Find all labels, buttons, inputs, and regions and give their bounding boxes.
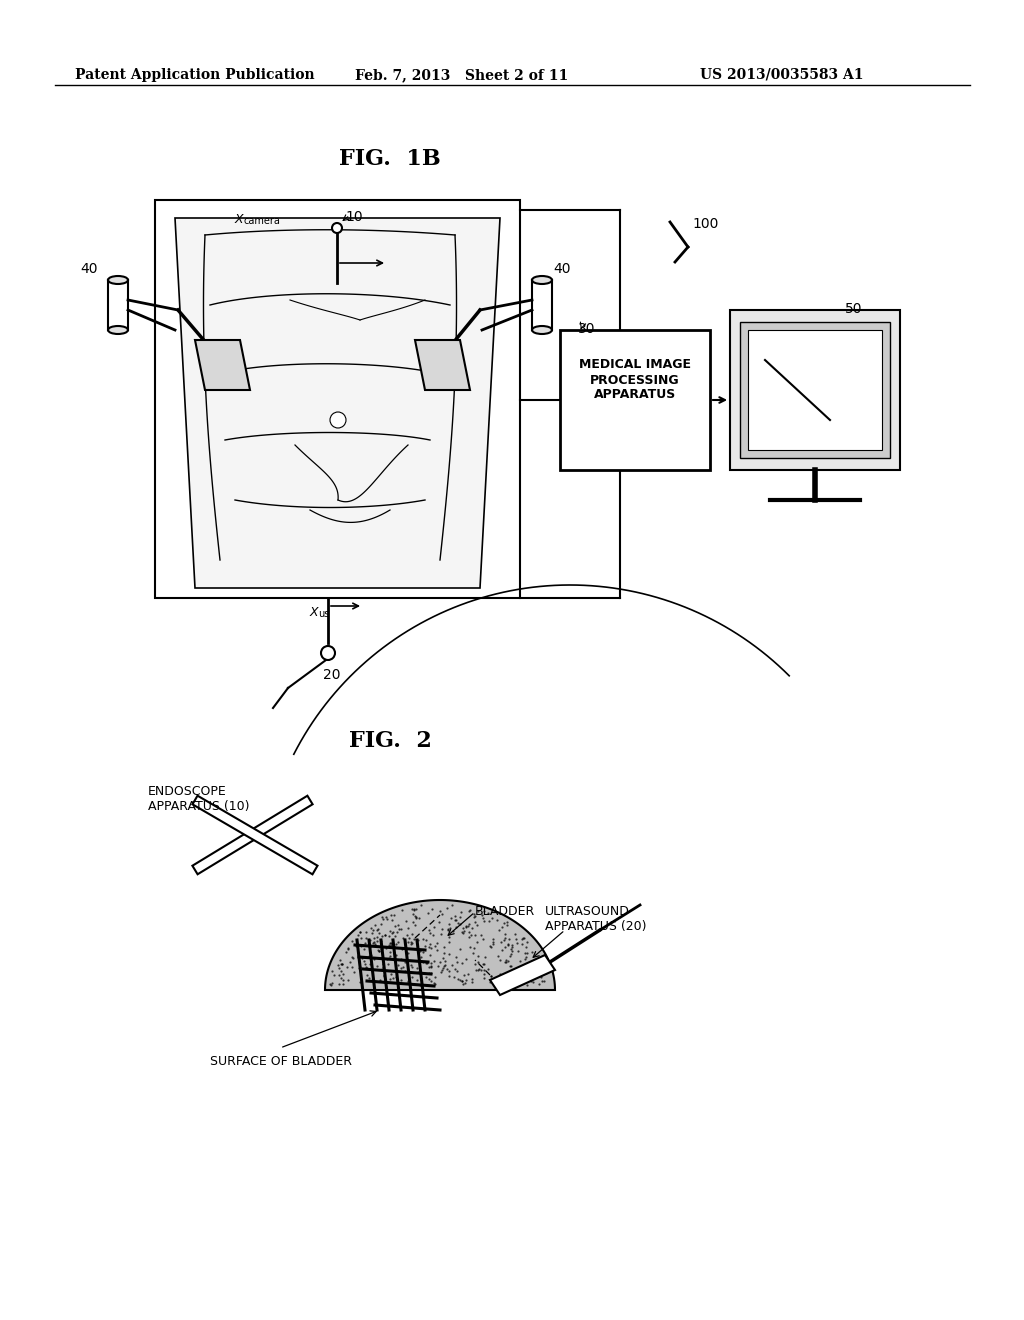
Text: ULTRASOUND
APPARATUS (20): ULTRASOUND APPARATUS (20)	[545, 906, 646, 933]
Text: US 2013/0035583 A1: US 2013/0035583 A1	[700, 69, 863, 82]
Circle shape	[321, 645, 335, 660]
Text: 40: 40	[80, 261, 97, 276]
Text: 20: 20	[323, 668, 341, 682]
Polygon shape	[490, 954, 555, 995]
Text: ENDOSCOPE
APPARATUS (10): ENDOSCOPE APPARATUS (10)	[148, 785, 250, 813]
Circle shape	[330, 412, 346, 428]
Ellipse shape	[108, 326, 128, 334]
Text: 10: 10	[345, 210, 362, 224]
Polygon shape	[748, 330, 882, 450]
Ellipse shape	[532, 276, 552, 284]
Text: BLADDER: BLADDER	[475, 906, 536, 917]
Polygon shape	[740, 322, 890, 458]
Polygon shape	[325, 900, 555, 990]
Polygon shape	[155, 201, 520, 598]
Text: FIG.  1B: FIG. 1B	[339, 148, 441, 170]
Text: X: X	[234, 213, 244, 226]
Text: Feb. 7, 2013   Sheet 2 of 11: Feb. 7, 2013 Sheet 2 of 11	[355, 69, 568, 82]
Ellipse shape	[108, 276, 128, 284]
Text: 100: 100	[692, 216, 719, 231]
Polygon shape	[415, 341, 470, 389]
Text: Patent Application Publication: Patent Application Publication	[75, 69, 314, 82]
Text: MEDICAL IMAGE
PROCESSING
APPARATUS: MEDICAL IMAGE PROCESSING APPARATUS	[579, 359, 691, 401]
Text: SURFACE OF BLADDER: SURFACE OF BLADDER	[210, 1055, 352, 1068]
Polygon shape	[560, 330, 710, 470]
Text: FIG.  2: FIG. 2	[348, 730, 431, 752]
Bar	[193, 796, 312, 874]
Text: X: X	[310, 606, 318, 619]
Polygon shape	[175, 218, 500, 587]
Text: us: us	[318, 609, 330, 619]
Text: 40: 40	[553, 261, 570, 276]
Bar	[193, 796, 317, 874]
Ellipse shape	[532, 326, 552, 334]
Circle shape	[332, 223, 342, 234]
Polygon shape	[195, 341, 250, 389]
Polygon shape	[730, 310, 900, 470]
Text: 50: 50	[845, 302, 862, 315]
Text: 30: 30	[578, 322, 596, 337]
Text: camera: camera	[244, 216, 281, 226]
